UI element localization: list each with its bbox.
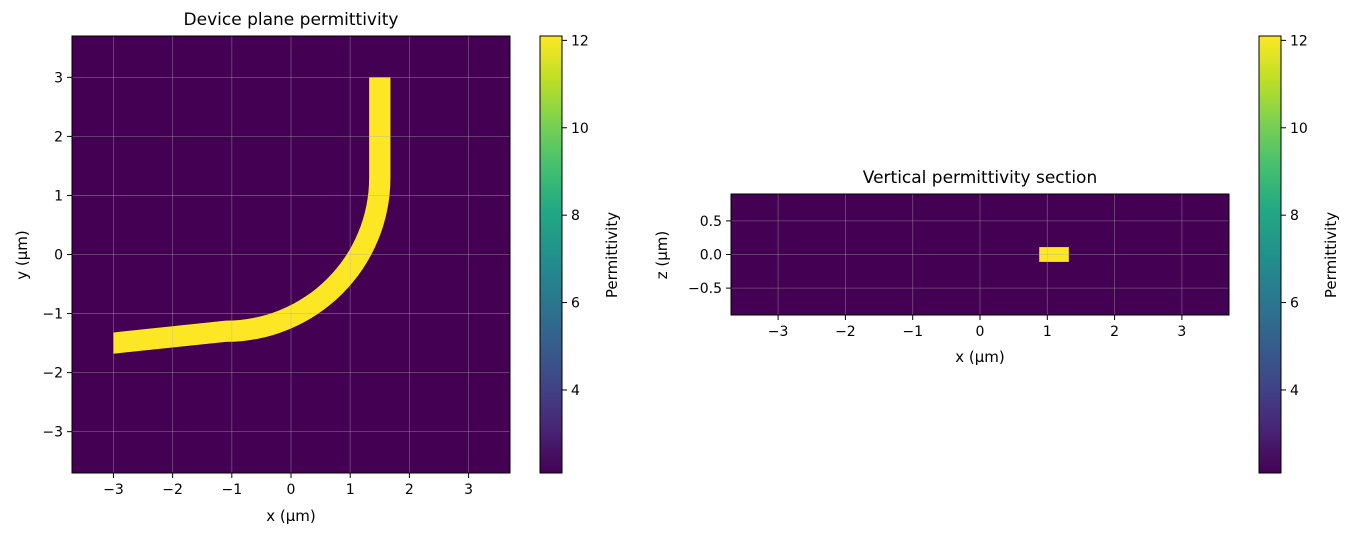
device-plane-colorbar: 4 6 8 10 12 Permittivity xyxy=(539,33,621,474)
device-plane-y-axis: −3 −2 −1 0 1 2 3 xyxy=(42,70,72,441)
vertical-section-background xyxy=(731,194,1229,315)
y-tick-label: 1 xyxy=(54,188,63,204)
y-tick-label: −2 xyxy=(42,366,63,382)
colorbar-label: Permittivity xyxy=(603,212,621,298)
vertical-section-x-label: x (µm) xyxy=(955,348,1005,366)
device-plane-title: Device plane permittivity xyxy=(184,10,399,30)
vertical-section-chart: Vertical permittivity section −3 −2 −1 0 1 2 3… xyxy=(653,168,1230,366)
x-tick-label: 3 xyxy=(464,482,473,498)
waveguide-cross-section xyxy=(1039,247,1069,262)
vertical-section-x-axis: −3 −2 −1 0 1 2 3 xyxy=(768,315,1186,340)
x-tick-label: −2 xyxy=(162,482,183,498)
device-plane-chart: Device plane permittivity −3 −2 −1 0 1 2 3 −3−… xyxy=(13,10,511,525)
colorbar-tick-label: 10 xyxy=(1290,121,1308,137)
device-plane-background xyxy=(72,36,510,473)
device-plane-x-axis: −3 −2 −1 0 1 2 3 xyxy=(103,473,473,498)
y-tick-label: 0.5 xyxy=(700,214,722,230)
x-tick-label: −3 xyxy=(103,482,124,498)
colorbar-gradient xyxy=(539,35,563,474)
vertical-section-grid xyxy=(731,194,1229,315)
vertical-section-y-axis: −0.5 0.0 0.5 xyxy=(688,214,731,297)
x-tick-label: −2 xyxy=(835,324,856,340)
device-plane-grid xyxy=(72,36,510,473)
y-tick-label: −0.5 xyxy=(688,281,722,297)
device-plane-x-label: x (µm) xyxy=(266,507,316,525)
x-tick-label: −1 xyxy=(221,482,242,498)
y-tick-label: 2 xyxy=(54,129,63,145)
x-tick-label: −1 xyxy=(902,324,923,340)
y-tick-label: 0 xyxy=(54,248,63,264)
colorbar-tick-label: 4 xyxy=(571,383,580,399)
colorbar-tick-label: 6 xyxy=(1290,296,1299,312)
x-tick-label: −3 xyxy=(768,324,789,340)
colorbar-label: Permittivity xyxy=(1322,212,1340,298)
colorbar-ticks: 4 6 8 10 12 xyxy=(562,33,589,399)
colorbar-tick-label: 4 xyxy=(1290,383,1299,399)
x-tick-label: 3 xyxy=(1177,324,1186,340)
vertical-section-y-label: z (µm) xyxy=(653,231,671,280)
colorbar-tick-label: 12 xyxy=(1290,33,1308,49)
colorbar-tick-label: 6 xyxy=(571,296,580,312)
colorbar-gradient xyxy=(1258,35,1282,474)
waveguide-core xyxy=(113,77,391,354)
colorbar-tick-label: 8 xyxy=(1290,208,1299,224)
colorbar-ticks: 4 6 8 10 12 xyxy=(1281,33,1308,399)
x-tick-label: 2 xyxy=(405,482,414,498)
colorbar-tick-label: 10 xyxy=(571,121,589,137)
vertical-section-colorbar: 4 6 8 10 12 Permittivity xyxy=(1258,33,1340,474)
y-tick-label: −1 xyxy=(42,307,63,323)
x-tick-label: 2 xyxy=(1110,324,1119,340)
colorbar-tick-label: 12 xyxy=(571,33,589,49)
colorbar-tick-label: 8 xyxy=(571,208,580,224)
device-plane-y-label: y (µm) xyxy=(13,230,31,280)
x-tick-label: 1 xyxy=(346,482,355,498)
x-tick-label: 1 xyxy=(1043,324,1052,340)
y-tick-label: 0.0 xyxy=(700,248,722,264)
y-tick-label: −3 xyxy=(42,425,63,441)
y-tick-label: 3 xyxy=(54,70,63,86)
x-tick-label: 0 xyxy=(287,482,296,498)
vertical-section-title: Vertical permittivity section xyxy=(863,168,1097,188)
x-tick-label: 0 xyxy=(976,324,985,340)
